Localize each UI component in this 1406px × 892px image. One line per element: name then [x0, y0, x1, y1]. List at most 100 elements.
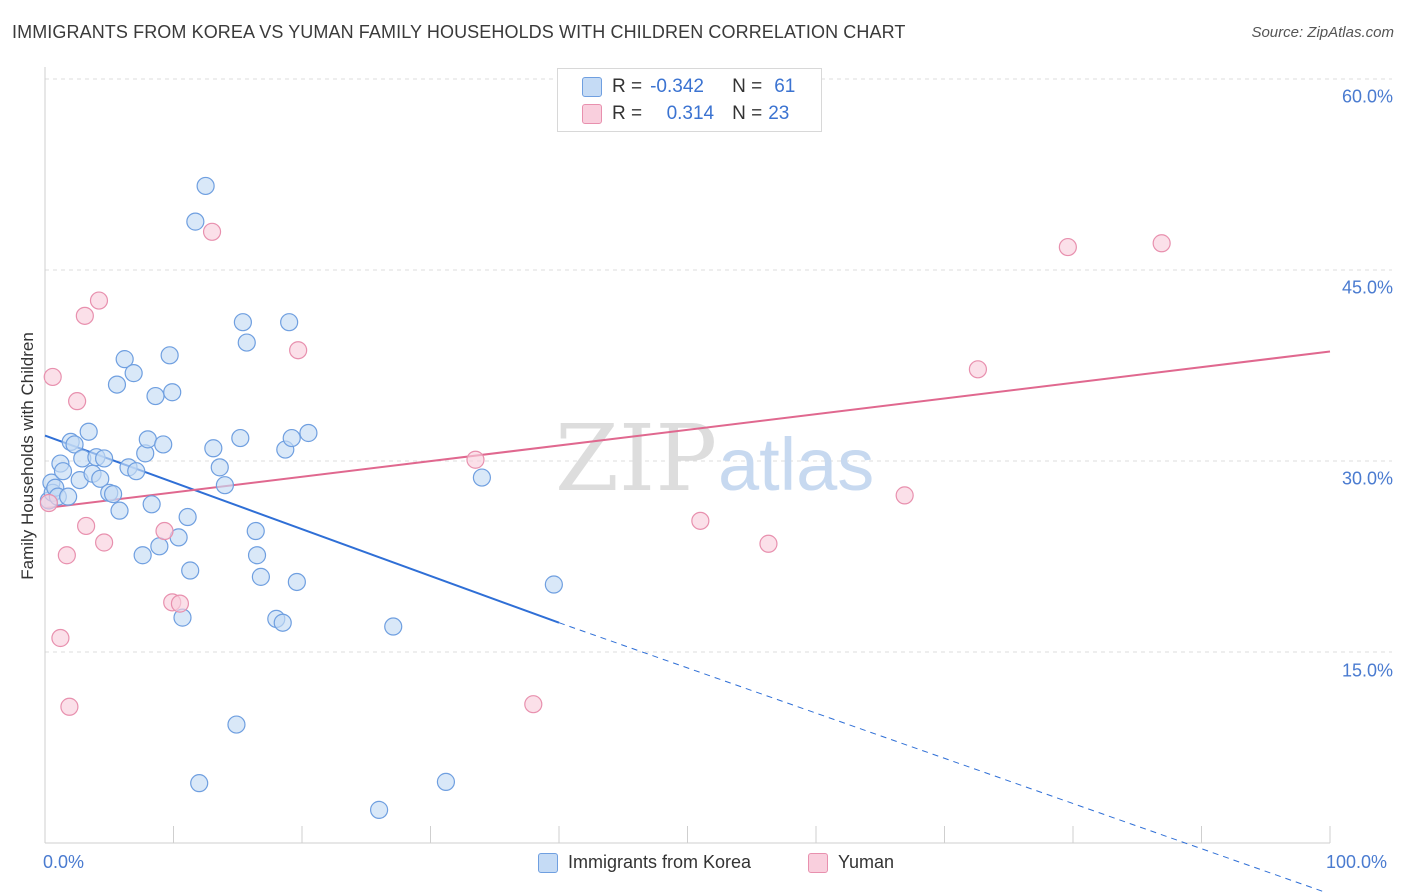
korea-point: [127, 462, 146, 481]
korea-point: [233, 313, 252, 332]
yuman-point: [466, 450, 485, 469]
yuman-point: [75, 306, 94, 325]
yuman-point: [155, 521, 174, 541]
point-layer: [39, 176, 1171, 819]
y-tick-label: 60.0%: [1341, 86, 1393, 107]
korea-point: [146, 386, 165, 406]
yuman-point: [60, 697, 79, 716]
yuman-point: [1152, 234, 1171, 253]
gridlines: [45, 78, 1392, 653]
yuman-point: [524, 695, 543, 714]
korea-point: [190, 774, 209, 793]
korea-point: [273, 613, 292, 632]
korea-point: [91, 469, 110, 488]
watermark-zip: ZIP: [555, 405, 717, 512]
korea-point: [107, 375, 127, 394]
korea-point: [237, 333, 256, 352]
data-points: [39, 176, 1171, 819]
legend-r-label: R =: [612, 76, 643, 97]
source-credit: Source: ZipAtlas.com: [1251, 24, 1394, 41]
yuman-point: [202, 222, 222, 241]
korea-point: [280, 313, 299, 332]
y-tick-label: 30.0%: [1341, 468, 1393, 489]
korea-point: [196, 176, 215, 196]
x-tick-label: 100.0%: [1326, 852, 1388, 872]
trend-line: [44, 350, 1331, 510]
legend-n-value: 23: [768, 103, 790, 124]
yuman-point: [68, 392, 87, 411]
yuman-point: [1058, 237, 1077, 257]
korea-point: [79, 422, 98, 441]
yuman-point: [95, 533, 114, 552]
yuman-point: [170, 594, 190, 613]
yuman-point: [289, 341, 308, 360]
korea-point: [59, 487, 78, 506]
legend-n-label: N =: [732, 103, 763, 124]
axes: [44, 67, 1331, 844]
legend-row-yuman: R = 0.314 N = 23: [582, 103, 789, 125]
yuman-point: [57, 546, 76, 565]
korea-point: [215, 476, 234, 495]
korea-point: [65, 435, 84, 454]
trend-line-extension: [558, 622, 1327, 892]
korea-point: [247, 546, 267, 565]
korea-point: [231, 428, 250, 448]
legend-r-value: 0.314: [666, 103, 715, 124]
series-swatch-yuman: [808, 852, 828, 873]
korea-point: [124, 364, 143, 383]
korea-point: [370, 800, 389, 819]
korea-point: [227, 715, 246, 734]
legend-swatch-yuman: [582, 104, 602, 124]
chart-title: IMMIGRANTS FROM KOREA VS YUMAN FAMILY HO…: [12, 22, 906, 42]
korea-point: [544, 575, 563, 594]
x-tick-label: 0.0%: [43, 852, 85, 872]
korea-point: [299, 423, 318, 443]
korea-point: [210, 458, 229, 477]
korea-point: [287, 572, 306, 592]
korea-point: [138, 430, 157, 449]
yuman-point: [895, 486, 914, 505]
correlation-legend: R = -0.342 N = 61 R = 0.314 N = 23: [557, 68, 822, 132]
korea-point: [436, 772, 456, 791]
korea-point: [115, 350, 134, 369]
yuman-point: [968, 360, 988, 379]
legend-r-label: R =: [612, 103, 643, 124]
korea-point: [163, 383, 182, 402]
korea-point: [181, 561, 200, 580]
korea-point: [178, 507, 197, 527]
series-name-korea: Immigrants from Korea: [568, 852, 752, 872]
legend-n-value: 61: [774, 76, 796, 97]
y-axis-label: Family Households with Children: [18, 332, 37, 580]
korea-point: [133, 546, 152, 565]
y-tick-label: 15.0%: [1341, 660, 1393, 681]
yuman-point: [691, 511, 710, 530]
series-legend-yuman: Yuman: [808, 852, 894, 873]
yuman-point: [39, 493, 58, 513]
korea-point: [282, 428, 301, 448]
legend-row-korea: R = -0.342 N = 61: [582, 76, 795, 98]
yuman-point: [77, 516, 96, 536]
korea-point: [472, 468, 491, 487]
korea-point: [251, 567, 270, 586]
korea-point: [142, 495, 161, 514]
korea-point: [204, 439, 223, 458]
korea-point: [95, 449, 114, 468]
legend-r-value: -0.342: [650, 76, 704, 97]
y-tick-label: 45.0%: [1341, 277, 1393, 298]
watermark: ZIP atlas: [555, 405, 874, 512]
korea-point: [384, 617, 403, 636]
korea-point: [110, 501, 129, 520]
watermark-atlas: atlas: [718, 423, 874, 506]
series-legend-korea: Immigrants from Korea: [538, 852, 751, 873]
korea-point: [154, 435, 173, 454]
series-swatch-korea: [538, 852, 558, 873]
korea-point: [246, 521, 265, 541]
yuman-point: [89, 291, 109, 310]
korea-point: [150, 537, 169, 556]
yuman-point: [43, 367, 62, 387]
legend-swatch-korea: [582, 77, 602, 97]
korea-point: [104, 485, 123, 504]
yuman-point: [759, 534, 778, 553]
korea-point: [186, 212, 205, 231]
